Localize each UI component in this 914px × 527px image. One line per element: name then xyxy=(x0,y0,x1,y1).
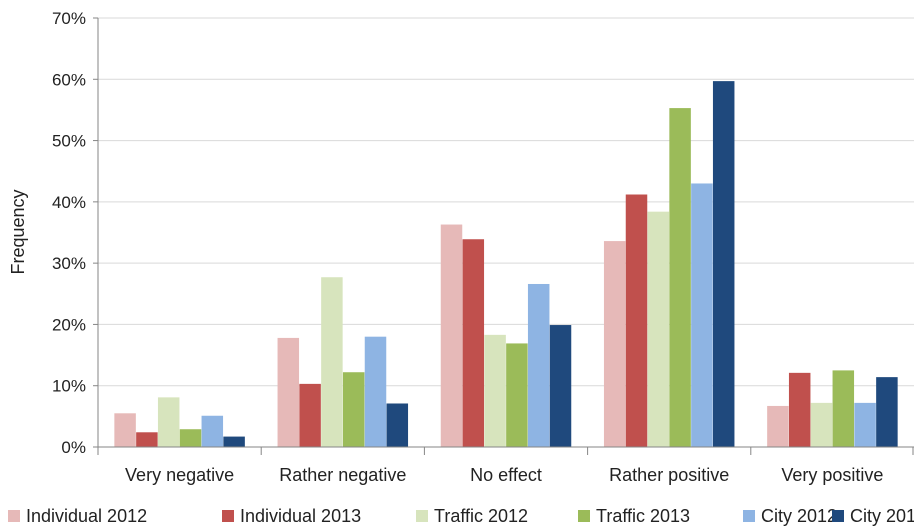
legend-swatch xyxy=(416,510,428,522)
legend-swatch xyxy=(8,510,20,522)
bar xyxy=(603,241,626,447)
legend-swatch xyxy=(222,510,234,522)
legend-label: City 2013 xyxy=(850,506,914,526)
bar xyxy=(179,429,202,447)
bar xyxy=(527,283,550,447)
bar xyxy=(810,402,833,447)
legend-label: City 2012 xyxy=(761,506,837,526)
bar xyxy=(625,194,648,447)
bar xyxy=(157,397,180,447)
bar xyxy=(691,183,713,447)
axes xyxy=(97,18,914,455)
bar xyxy=(669,108,691,447)
bar xyxy=(506,343,528,447)
x-category-label: Very positive xyxy=(781,465,883,485)
bar xyxy=(299,383,321,447)
legend-label: Individual 2013 xyxy=(240,506,361,526)
bar xyxy=(342,372,365,447)
x-category-label: Rather negative xyxy=(279,465,406,485)
legend-swatch xyxy=(743,510,755,522)
bar xyxy=(767,405,789,447)
y-tick-label: 60% xyxy=(52,70,86,89)
y-tick-label: 0% xyxy=(61,438,86,457)
bar xyxy=(876,377,898,447)
y-tick-label: 30% xyxy=(52,254,86,273)
legend: Individual 2012 Individual 2013 Traffic 20… xyxy=(8,506,914,526)
legend-label: Traffic 2012 xyxy=(434,506,528,526)
y-tick-label: 50% xyxy=(52,132,86,151)
legend-swatch xyxy=(578,510,590,522)
y-axis-ticks: 0% 10% 20% 30% 40% 50% 60% 70% xyxy=(52,9,98,457)
x-category-label: No effect xyxy=(470,465,542,485)
gridlines xyxy=(98,17,914,387)
bar xyxy=(788,372,811,447)
bar xyxy=(712,81,735,448)
x-axis-categories: Very negative Rather negative No effect Rat… xyxy=(125,465,883,485)
bar xyxy=(114,413,136,447)
bars xyxy=(114,81,898,448)
legend-label: Traffic 2013 xyxy=(596,506,690,526)
bar xyxy=(277,337,300,447)
bar xyxy=(321,277,343,447)
y-tick-label: 10% xyxy=(52,377,86,396)
bar xyxy=(462,239,485,447)
x-category-label: Rather positive xyxy=(609,465,729,485)
y-tick-label: 20% xyxy=(52,315,86,334)
bar xyxy=(854,402,876,447)
x-category-label: Very negative xyxy=(125,465,234,485)
y-axis-label: Frequency xyxy=(8,189,28,274)
y-tick-label: 70% xyxy=(52,9,86,28)
bar xyxy=(647,211,670,447)
bar xyxy=(201,415,224,447)
bar xyxy=(484,334,506,447)
bar xyxy=(440,224,463,447)
legend-swatch xyxy=(832,510,844,522)
bar xyxy=(223,436,245,447)
bar xyxy=(549,325,572,447)
y-tick-label: 40% xyxy=(52,193,86,212)
legend-label: Individual 2012 xyxy=(26,506,147,526)
bar xyxy=(386,403,409,447)
bar xyxy=(832,370,855,447)
bar xyxy=(364,336,387,447)
bar xyxy=(136,432,158,447)
